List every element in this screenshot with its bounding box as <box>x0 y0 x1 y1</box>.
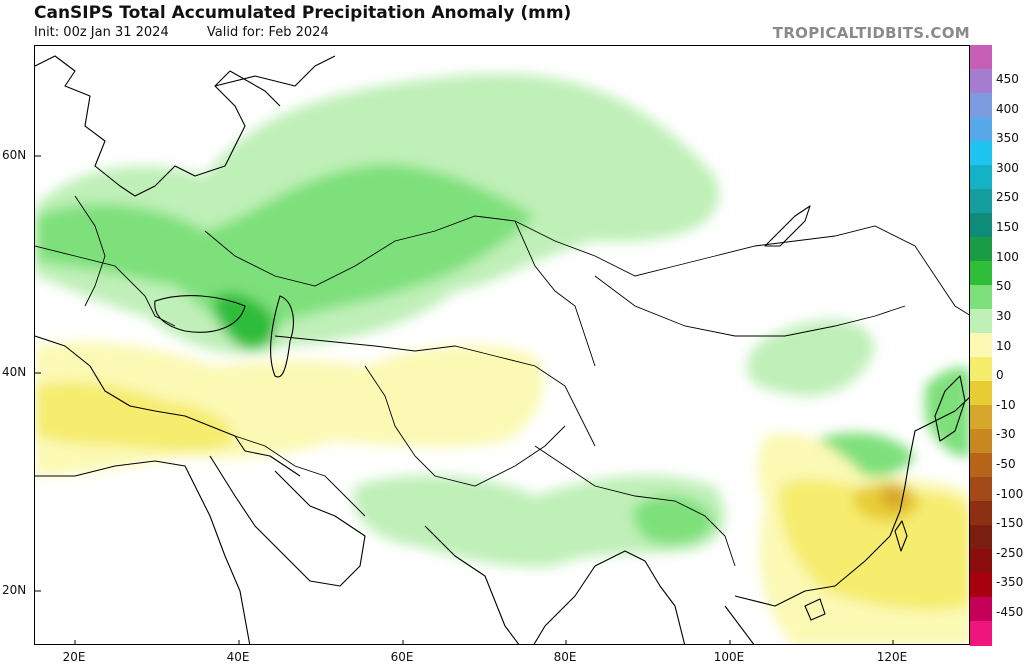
arctic-coast <box>214 55 336 87</box>
border-europe-east <box>35 245 176 327</box>
mediterranean-coast <box>35 335 301 477</box>
colorbar-cell <box>970 597 992 622</box>
map-title: CanSIPS Total Accumulated Precipitation … <box>34 3 572 23</box>
dry-anomaly-fujian-core <box>881 484 908 509</box>
wet-anomaly-europe <box>35 164 535 335</box>
colorbar-cell <box>970 309 992 334</box>
border-russia-south <box>204 215 969 316</box>
colorbar-label: 450 <box>996 72 1019 86</box>
colorbar-label: 150 <box>996 220 1019 235</box>
colorbar-cell <box>970 525 992 550</box>
axis-ticks <box>35 155 894 644</box>
lat-label-40n: 40N <box>2 365 27 379</box>
taiwan-island <box>894 520 908 552</box>
lake-baikal <box>764 205 811 247</box>
colorbar-label: -250 <box>996 545 1024 560</box>
wet-anomaly-indochina <box>633 495 715 545</box>
border-europe-mid <box>74 195 106 307</box>
india-coast <box>424 525 520 644</box>
colorbar-label: -50 <box>996 456 1016 471</box>
border-central-asia <box>274 335 596 447</box>
dry-anomaly-south-china <box>779 479 969 610</box>
india-east-coast <box>533 565 596 644</box>
political-borders <box>35 195 969 567</box>
border-kazakhstan-china <box>514 220 596 367</box>
colorbar-cell <box>970 285 992 310</box>
indochina-coast <box>724 605 755 644</box>
colorbar-cell <box>970 381 992 406</box>
anomaly-shading <box>35 73 969 644</box>
coastlines <box>35 55 969 644</box>
colorbar-label: -100 <box>996 486 1024 501</box>
colorbar-label: -30 <box>996 427 1016 442</box>
map-panel <box>34 45 970 645</box>
colorbar-label: 400 <box>996 101 1019 116</box>
colorbar-cell <box>970 501 992 526</box>
colorbar-cell <box>970 69 992 94</box>
black-sea <box>154 295 246 333</box>
europe-coastline <box>35 55 281 197</box>
lon-label-120e: 120E <box>876 650 908 664</box>
arabian-peninsula <box>209 455 366 587</box>
colorbar-cell <box>970 261 992 286</box>
colorbar-cell <box>970 237 992 262</box>
colorbar-cell <box>970 621 992 646</box>
colorbar-cell <box>970 141 992 166</box>
africa-coast <box>35 460 251 644</box>
wet-anomaly-east-asia <box>746 319 875 396</box>
lon-label-100e: 100E <box>713 650 745 664</box>
colorbar-cell <box>970 573 992 598</box>
caspian-sea <box>270 295 294 378</box>
valid-time: Valid for: Feb 2024 <box>206 25 329 40</box>
colorbar-label: 50 <box>996 279 1012 294</box>
lon-label-40e: 40E <box>226 650 250 664</box>
colorbar-label: 100 <box>996 249 1019 264</box>
colorbar <box>970 45 992 646</box>
colorbar-cell <box>970 189 992 214</box>
colorbar-label: 350 <box>996 131 1019 146</box>
colorbar-cell <box>970 549 992 574</box>
colorbar-label: 250 <box>996 190 1019 205</box>
colorbar-label: -10 <box>996 397 1016 412</box>
lon-label-80e: 80E <box>553 650 577 664</box>
colorbar-label: 10 <box>996 338 1012 353</box>
colorbar-cell <box>970 357 992 382</box>
china-coast <box>734 397 969 607</box>
border-mongolia-china <box>594 275 906 337</box>
colorbar-cell <box>970 429 992 454</box>
colorbar-cell <box>970 333 992 358</box>
colorbar-cell <box>970 165 992 190</box>
lon-label-60e: 60E <box>390 650 414 664</box>
lat-label-20n: 20N <box>2 583 27 597</box>
colorbar-label: 0 <box>996 368 1004 383</box>
colorbar-cell <box>970 453 992 478</box>
wet-anomaly-caucasus <box>214 292 276 350</box>
lon-label-20e: 20E <box>62 650 86 664</box>
bay-of-bengal-coast <box>594 550 686 644</box>
colorbar-cell <box>970 117 992 142</box>
colorbar-cell <box>970 405 992 430</box>
init-time: Init: 00z Jan 31 2024 <box>34 25 169 40</box>
colorbar-label: 300 <box>996 160 1019 175</box>
map-subtitle: Init: 00z Jan 31 2024 Valid for: Feb 202… <box>34 25 329 40</box>
hainan-island <box>804 598 826 621</box>
korea-peninsula <box>934 375 966 442</box>
colorbar-cell <box>970 477 992 502</box>
colorbar-cell <box>970 93 992 118</box>
colorbar-cell <box>970 213 992 238</box>
colorbar-label: 30 <box>996 308 1012 323</box>
border-india-china <box>534 445 736 567</box>
brand-watermark: TROPICALTIDBITS.COM <box>772 24 970 42</box>
wet-anomaly-south-asia <box>353 475 725 567</box>
border-middle-east <box>234 435 366 517</box>
colorbar-cell <box>970 45 992 70</box>
precip-anomaly-map <box>35 55 969 644</box>
dry-anomaly-anatolia <box>35 381 235 451</box>
colorbar-label: -350 <box>996 575 1024 590</box>
lat-label-60n: 60N <box>2 148 27 162</box>
border-iran-afghanistan <box>364 365 566 487</box>
colorbar-label: -450 <box>996 605 1024 619</box>
colorbar-label: -150 <box>996 516 1024 531</box>
wet-anomaly-korea-japan <box>925 367 969 457</box>
